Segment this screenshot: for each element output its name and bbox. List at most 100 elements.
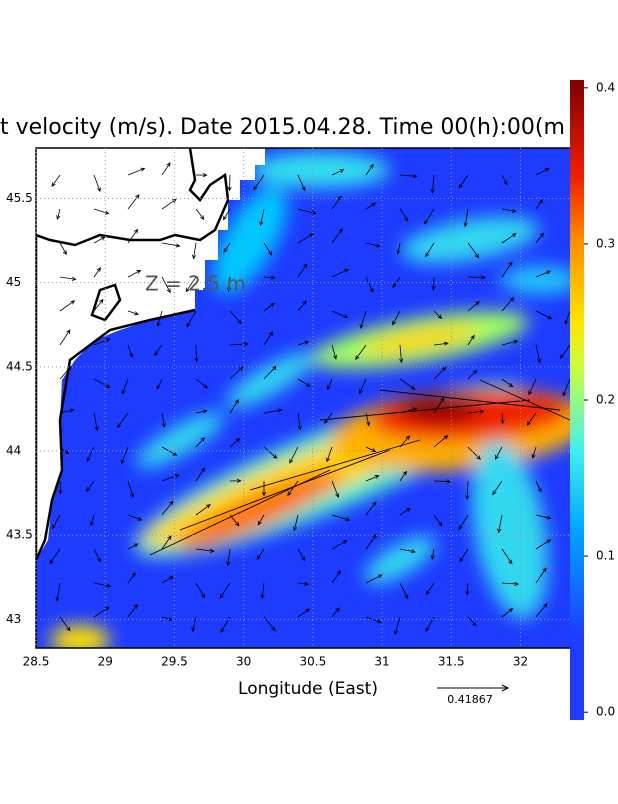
velocity-arrow bbox=[331, 268, 350, 278]
velocity-arrow bbox=[326, 446, 333, 463]
velocity-arrow bbox=[93, 606, 110, 618]
velocity-arrow bbox=[229, 310, 242, 325]
velocity-arrow bbox=[501, 548, 513, 565]
velocity-arrow bbox=[392, 310, 401, 326]
velocity-arrow bbox=[559, 344, 571, 360]
velocity-arrow bbox=[467, 301, 480, 312]
velocity-arrow bbox=[93, 267, 101, 278]
velocity-arrow bbox=[263, 616, 276, 632]
velocity-arrow bbox=[117, 412, 129, 428]
velocity-arrow bbox=[127, 480, 135, 498]
velocity-arrow bbox=[297, 263, 308, 278]
velocity-arrow bbox=[399, 470, 407, 482]
y-tick-label: 43.5 bbox=[6, 528, 33, 542]
velocity-arrow bbox=[161, 412, 166, 428]
velocity-arrow bbox=[562, 378, 571, 397]
velocity-arrow bbox=[564, 310, 571, 325]
velocity-arrow bbox=[433, 435, 449, 448]
velocity-arrow bbox=[358, 378, 367, 395]
velocity-arrow bbox=[424, 208, 435, 225]
velocity-arrow bbox=[156, 310, 163, 327]
velocity-arrow bbox=[260, 582, 265, 600]
velocity-arrow bbox=[195, 582, 206, 599]
velocity-arrow bbox=[365, 501, 377, 516]
colorbar bbox=[570, 80, 584, 720]
velocity-arrow bbox=[195, 467, 206, 482]
velocity-arrow bbox=[501, 208, 517, 213]
velocity-arrow bbox=[229, 366, 244, 380]
velocity-arrow bbox=[293, 514, 299, 532]
velocity-arrow bbox=[501, 608, 514, 618]
velocity-arrow bbox=[500, 412, 505, 425]
velocity-arrow bbox=[365, 475, 380, 482]
velocity-arrow bbox=[51, 514, 61, 530]
velocity-arrow bbox=[365, 412, 371, 427]
velocity-arrow bbox=[59, 276, 77, 281]
velocity-arrow bbox=[263, 275, 276, 280]
velocity-arrow bbox=[331, 169, 345, 176]
velocity-arrow bbox=[431, 276, 436, 291]
velocity-arrow bbox=[58, 480, 63, 495]
velocity-arrow bbox=[324, 412, 333, 424]
velocity-arrow bbox=[56, 208, 61, 220]
velocity-arrow bbox=[127, 543, 139, 550]
velocity-arrow bbox=[93, 174, 101, 193]
velocity-arrow bbox=[154, 344, 163, 356]
velocity-arrow bbox=[226, 548, 231, 567]
velocity-arrow bbox=[501, 233, 517, 244]
velocity-arrow bbox=[399, 173, 418, 179]
velocity-arrow bbox=[195, 378, 208, 389]
velocity-arrow bbox=[535, 344, 542, 364]
velocity-arrow bbox=[535, 480, 542, 493]
velocity-arrow bbox=[195, 548, 215, 553]
x-tick-label: 30.5 bbox=[299, 655, 326, 669]
velocity-arrow bbox=[355, 344, 367, 361]
velocity-arrow bbox=[59, 616, 71, 632]
velocity-arrow bbox=[501, 261, 513, 278]
velocity-arrow bbox=[127, 572, 136, 584]
velocity-arrow bbox=[59, 242, 67, 256]
velocity-arrow bbox=[331, 310, 349, 319]
velocity-arrow bbox=[467, 409, 485, 414]
velocity-arrow bbox=[497, 514, 503, 534]
velocity-arrow bbox=[365, 202, 377, 210]
reference-arrow-label: 0.41867 bbox=[447, 693, 493, 706]
velocity-arrow bbox=[229, 437, 241, 448]
x-tick-label: 30 bbox=[236, 655, 251, 669]
velocity-arrow bbox=[127, 228, 139, 244]
velocity-arrow bbox=[535, 232, 545, 244]
velocity-arrow bbox=[365, 242, 381, 248]
velocity-arrow bbox=[161, 576, 175, 584]
velocity-arrow bbox=[531, 446, 537, 459]
velocity-arrow bbox=[186, 310, 197, 328]
velocity-arrow bbox=[331, 514, 351, 522]
velocity-arrow bbox=[263, 331, 274, 346]
velocity-arrow bbox=[365, 574, 383, 584]
velocity-arrow bbox=[93, 298, 104, 312]
y-tick-label: 45.5 bbox=[6, 191, 33, 205]
velocity-arrow bbox=[161, 242, 181, 248]
velocity-arrow bbox=[331, 570, 341, 584]
velocity-arrow bbox=[359, 310, 367, 329]
velocity-arrow bbox=[229, 398, 240, 414]
velocity-arrow bbox=[501, 174, 508, 186]
velocity-arrow bbox=[93, 548, 101, 563]
velocity-arrow bbox=[195, 208, 205, 221]
velocity-arrow bbox=[396, 242, 401, 255]
x-tick-label: 31.5 bbox=[438, 655, 465, 669]
velocity-arrow bbox=[492, 480, 503, 496]
velocity-arrow bbox=[399, 507, 411, 516]
velocity-arrow bbox=[263, 302, 275, 312]
colorbar-tick-label: 0.4 bbox=[596, 80, 615, 94]
velocity-arrow bbox=[501, 378, 514, 388]
chart-title: t velocity (m/s). Date 2015.04.28. Time … bbox=[0, 115, 565, 140]
velocity-arrow bbox=[93, 582, 112, 588]
velocity-arrow bbox=[161, 474, 180, 482]
velocity-arrow bbox=[59, 408, 75, 414]
velocity-arrow bbox=[458, 174, 469, 189]
velocity-arrow bbox=[161, 616, 173, 622]
velocity-arrow bbox=[156, 378, 163, 390]
velocity-arrow bbox=[89, 514, 95, 527]
velocity-arrow bbox=[297, 608, 310, 618]
